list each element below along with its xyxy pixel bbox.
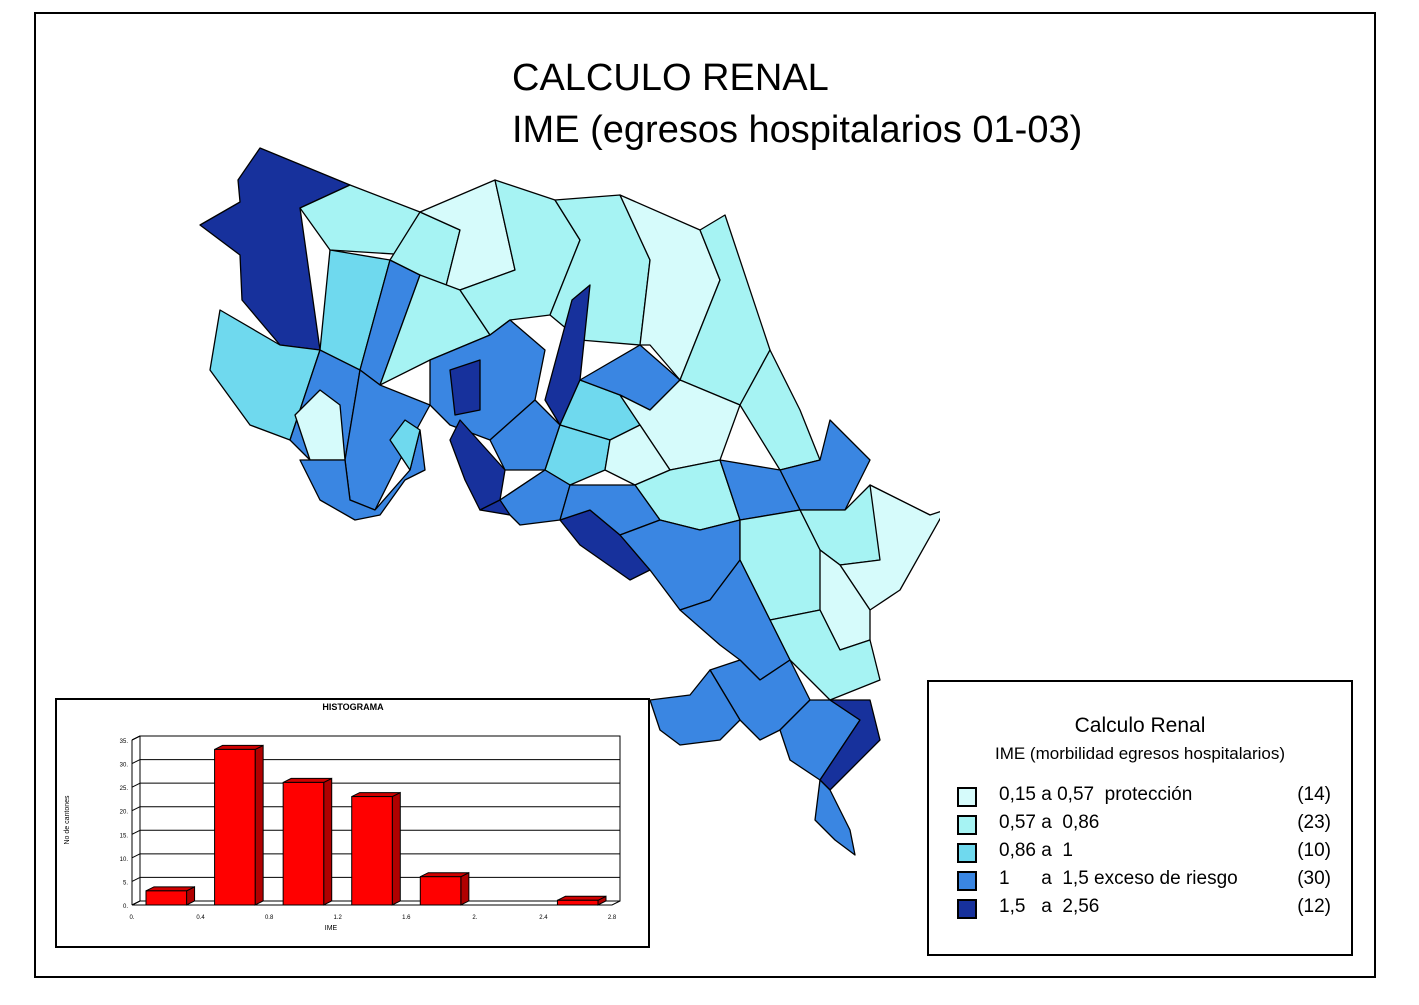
- legend-item-label: 1,5 a 2,56: [999, 896, 1100, 917]
- histogram-bar-top: [214, 744, 264, 750]
- histogram-x-tick: 2.: [472, 915, 477, 921]
- histogram-bar-side: [323, 777, 333, 906]
- map-legend: Calculo Renal IME (morbilidad egresos ho…: [927, 680, 1353, 956]
- legend-item-count: (14): [1297, 784, 1331, 805]
- histogram-ylabel: No de cantones: [64, 795, 71, 845]
- legend-item-count: (12): [1297, 896, 1331, 917]
- histogram-y-tick: 35.: [120, 739, 129, 745]
- histogram-x-tick: 1.2: [334, 915, 343, 921]
- histogram-x-tick: 0.4: [196, 915, 205, 921]
- legend-item-label: 1 a 1,5 exceso de riesgo: [999, 868, 1238, 889]
- histogram-gridline: [131, 806, 141, 812]
- histogram-y-tick: 25.: [120, 786, 129, 792]
- histogram-x-tick: 0.: [129, 915, 134, 921]
- canton-region: [839, 484, 940, 611]
- canton-region: [769, 609, 881, 701]
- legend-swatch: [957, 871, 977, 891]
- legend-item: 0,57 a 0,86 (23): [957, 812, 1337, 838]
- histogram-bar: [419, 876, 462, 906]
- histogram-y-tick: 5.: [123, 880, 128, 886]
- histogram-y-tick: 30.: [120, 763, 129, 769]
- histogram-bar-top: [282, 777, 332, 783]
- legend-item-count: (10): [1297, 840, 1331, 861]
- histogram-gridline: [131, 900, 141, 906]
- legend-subtitle: IME (morbilidad egresos hospitalarios): [994, 744, 1286, 763]
- histogram-x-tick: 0.8: [265, 915, 274, 921]
- histogram-gridline: [131, 853, 141, 859]
- figure-frame: [34, 12, 1376, 978]
- histogram-bar: [351, 796, 393, 906]
- legend-item: 0,86 a 1 (10): [957, 840, 1337, 866]
- histogram-y-tick: 15.: [120, 833, 129, 839]
- histogram-bar-top: [420, 872, 470, 878]
- histogram-bar: [556, 899, 599, 906]
- histogram-bar-side: [254, 744, 264, 906]
- legend-title: Calculo Renal: [1074, 714, 1206, 737]
- canton-region: [739, 349, 821, 471]
- canton-region: [499, 469, 571, 526]
- histogram-y-tick: 10.: [120, 857, 129, 863]
- histogram-bar-side: [391, 791, 401, 906]
- canton-region: [299, 429, 426, 521]
- title-line-1: CALCULO RENAL: [512, 57, 829, 99]
- canton-region: [814, 779, 856, 856]
- histogram-y-tick: 20.: [120, 810, 129, 816]
- legend-swatch: [957, 815, 977, 835]
- legend-item-label: 0,57 a 0,86: [999, 812, 1100, 833]
- histogram-bar-top: [351, 792, 401, 798]
- title-line-2: IME (egresos hospitalarios 01-03): [512, 109, 1083, 151]
- histogram-x-tick: 2.8: [608, 915, 617, 921]
- legend-item: 0,15 a 0,57 protección (14): [957, 784, 1337, 810]
- histogram-gridline: [131, 759, 141, 765]
- histogram-bar-top: [145, 886, 195, 892]
- histogram-x-tick: 2.4: [539, 915, 548, 921]
- choropleth-map: [199, 147, 940, 856]
- legend-swatch: [957, 899, 977, 919]
- histogram-gridline: [131, 782, 141, 788]
- map-title: CALCULO RENAL IME (egresos hospitalarios…: [512, 52, 1082, 156]
- histogram-xlabel: IME: [325, 925, 338, 932]
- legend-swatch: [957, 787, 977, 807]
- histogram-gridline: [131, 735, 141, 741]
- canton-region: [649, 669, 741, 746]
- canton-region: [604, 424, 671, 486]
- legend-item-count: (30): [1297, 868, 1331, 889]
- histogram-panel: HISTOGRAMA No de cantones IME 0. 5. 10. 15.…: [55, 698, 650, 948]
- legend-item: 1,5 a 2,56 (12): [957, 896, 1337, 922]
- histogram-bar-top: [557, 895, 607, 901]
- histogram-bar: [282, 781, 325, 906]
- histogram-bar-side: [460, 871, 470, 906]
- canton-region: [389, 419, 421, 471]
- canton-region: [449, 359, 481, 416]
- histogram-x-tick: 1.6: [402, 915, 411, 921]
- histogram-bar: [145, 890, 188, 906]
- histogram-gridline: [131, 876, 141, 882]
- legend-item-label: 0,15 a 0,57 protección: [999, 784, 1193, 805]
- legend-swatch: [957, 843, 977, 863]
- histogram-gridline: [131, 829, 141, 835]
- histogram-y-tick: 0.: [123, 904, 128, 910]
- legend-item-label: 0,86 a 1: [999, 840, 1073, 861]
- histogram-bar: [214, 748, 256, 906]
- histogram-title: HISTOGRAMA: [322, 702, 384, 712]
- legend-item-count: (23): [1297, 812, 1331, 833]
- histogram-chart: HISTOGRAMA No de cantones IME 0. 5. 10. 15.…: [64, 702, 621, 932]
- legend-item: 1 a 1,5 exceso de riesgo (30): [957, 868, 1337, 894]
